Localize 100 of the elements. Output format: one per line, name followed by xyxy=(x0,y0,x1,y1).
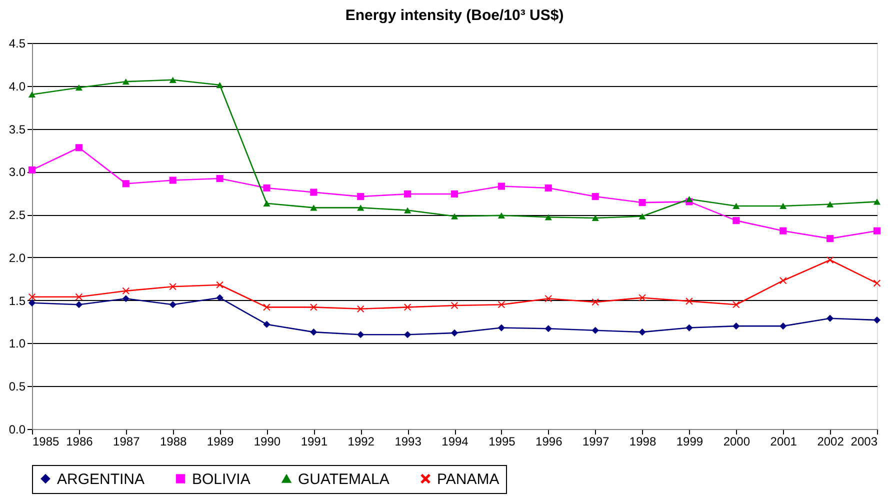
point xyxy=(404,190,412,198)
point xyxy=(357,204,364,211)
x-tick-label: 1995 xyxy=(488,434,516,448)
y-tick-label: 3.0 xyxy=(8,165,26,180)
point xyxy=(310,328,318,336)
y-tick-label: 4.5 xyxy=(8,36,26,50)
point xyxy=(638,328,646,336)
point xyxy=(263,184,270,192)
point xyxy=(732,217,740,224)
point xyxy=(450,329,458,336)
y-tick-label: 1.5 xyxy=(8,294,26,308)
point xyxy=(310,304,318,311)
point xyxy=(310,204,318,211)
point xyxy=(75,301,82,308)
point xyxy=(638,199,646,206)
x-tick-label: 1994 xyxy=(442,434,469,448)
point xyxy=(780,322,787,330)
point xyxy=(498,301,505,308)
point xyxy=(780,227,787,234)
point xyxy=(592,193,599,200)
point xyxy=(263,200,270,206)
legend-label: GUATEMALA xyxy=(298,470,390,488)
point xyxy=(169,301,176,308)
point xyxy=(450,213,458,220)
point xyxy=(263,320,270,328)
x-tick-label: 1992 xyxy=(348,434,375,448)
point xyxy=(686,298,693,305)
point xyxy=(404,304,412,311)
point xyxy=(638,294,646,302)
point xyxy=(732,322,740,330)
point xyxy=(544,214,552,220)
x-tick-label: 1985 xyxy=(32,434,60,448)
y-tick-label: 0.5 xyxy=(8,380,26,394)
point xyxy=(450,302,458,310)
point xyxy=(873,227,881,234)
x-tick-label: 1998 xyxy=(629,434,656,448)
point xyxy=(216,281,224,288)
point xyxy=(122,180,130,188)
point xyxy=(498,212,505,218)
point xyxy=(450,190,458,198)
point xyxy=(28,91,36,98)
point xyxy=(310,188,318,196)
x-tick-label: 1996 xyxy=(536,434,563,448)
x-tick-label: 1990 xyxy=(254,434,281,448)
point xyxy=(873,316,881,324)
x-tick-label: 1986 xyxy=(66,434,94,448)
point xyxy=(732,301,740,308)
point xyxy=(686,324,693,332)
chart-title: Energy intensity (Boe/10³ US$) xyxy=(345,7,564,24)
point xyxy=(498,182,505,190)
point xyxy=(826,201,834,208)
legend-label: PANAMA xyxy=(437,470,500,488)
point xyxy=(404,207,412,214)
y-tick-label: 2.5 xyxy=(8,208,26,222)
point xyxy=(544,184,552,192)
point xyxy=(592,214,599,222)
point xyxy=(357,331,364,338)
y-tick-label: 4.0 xyxy=(8,79,26,94)
point xyxy=(357,305,364,312)
point xyxy=(263,304,270,311)
point xyxy=(826,314,834,322)
point xyxy=(544,325,552,332)
x-tick-label: 2001 xyxy=(770,434,798,448)
point xyxy=(873,280,881,287)
x-tick-label: 2002 xyxy=(817,434,844,448)
x-tick-label: 1997 xyxy=(582,434,610,448)
x-tick-label: 1993 xyxy=(394,434,422,448)
x-tick-label: 1999 xyxy=(676,434,704,448)
point xyxy=(638,213,646,220)
x-tick-label: 1988 xyxy=(160,434,188,448)
point xyxy=(686,196,693,202)
point xyxy=(169,176,176,184)
point xyxy=(216,82,224,88)
x-tick-label: 2003 xyxy=(850,434,878,448)
point xyxy=(826,235,834,242)
point xyxy=(592,326,599,334)
y-tick-label: 0.0 xyxy=(8,422,26,436)
point xyxy=(498,324,505,332)
point xyxy=(780,277,787,284)
y-tick-label: 2.0 xyxy=(8,250,26,265)
y-tick-label: 1.0 xyxy=(8,336,26,351)
point xyxy=(169,283,176,290)
point xyxy=(75,293,82,300)
legend-label: BOLIVIA xyxy=(192,470,250,488)
x-tick-label: 1991 xyxy=(300,434,328,448)
point xyxy=(732,202,740,210)
point xyxy=(122,295,130,302)
point xyxy=(780,202,787,210)
point xyxy=(873,198,881,205)
point xyxy=(826,256,834,264)
point xyxy=(216,174,224,182)
x-tick-label: 1987 xyxy=(113,434,140,448)
y-tick-label: 3.5 xyxy=(8,122,26,136)
point xyxy=(75,84,82,91)
x-tick-label: 1989 xyxy=(206,434,234,448)
point xyxy=(169,76,176,83)
point xyxy=(544,295,552,302)
point xyxy=(592,298,599,306)
point xyxy=(122,287,130,294)
legend-label: ARGENTINA xyxy=(57,470,145,488)
